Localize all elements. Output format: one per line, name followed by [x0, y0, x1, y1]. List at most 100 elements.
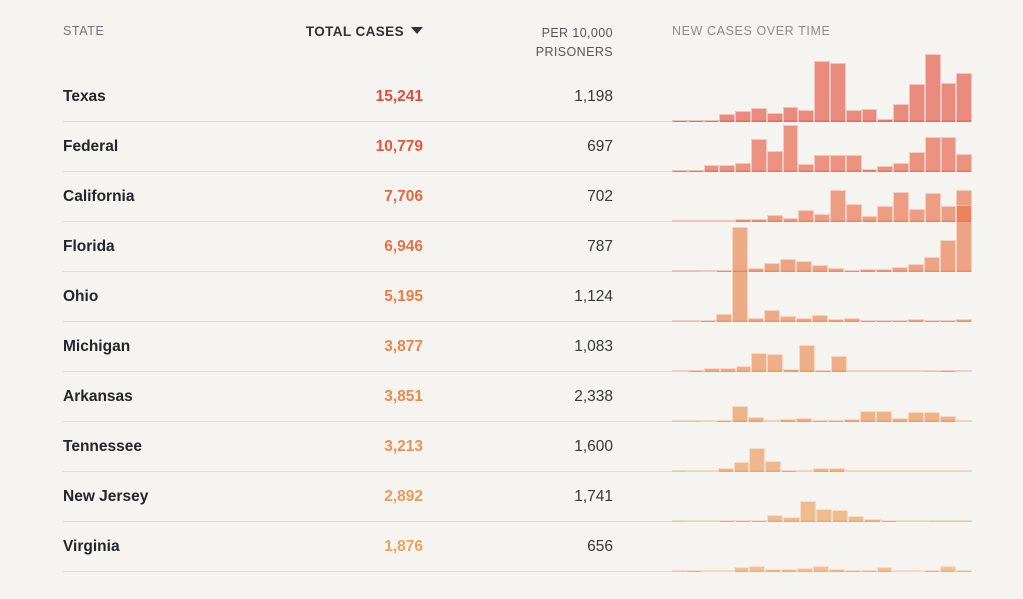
sparkline-bar [940, 416, 956, 422]
sparkline-bar [908, 152, 925, 172]
table-row: Ohio 5,195 1,124 [63, 227, 972, 322]
sparkline [672, 122, 973, 172]
sparkline-bar [940, 566, 957, 572]
sparkline-bar [845, 204, 862, 222]
sparkline-bar [860, 570, 877, 572]
sparkline-bar [845, 110, 862, 122]
sparkline-bar [797, 568, 814, 572]
sparkline-bar [751, 353, 768, 372]
total-cases-value: 3,213 [384, 437, 423, 455]
sparkline-bar [703, 120, 720, 122]
column-header-total-cases[interactable]: TOTAL CASES [273, 24, 423, 39]
sparkline-bar [672, 371, 688, 372]
sparkline-bar [908, 319, 924, 322]
sparkline-bar [685, 570, 702, 572]
sparkline-bar [910, 371, 927, 372]
sparkline-bar [783, 517, 800, 522]
column-header-state[interactable]: STATE [63, 24, 105, 38]
sparkline-bar [908, 209, 925, 222]
sparkline-bar [878, 371, 895, 372]
sparkline-bar [924, 412, 940, 422]
sparkline-bar [717, 468, 734, 472]
state-name: New Jersey [63, 487, 149, 505]
per-10k-value: 702 [587, 187, 613, 205]
sparkline-bars [672, 172, 973, 222]
state-name: Federal [63, 137, 119, 155]
total-cases-value: 5,195 [384, 287, 423, 305]
sparkline-bar [956, 154, 973, 172]
sparkline-bar [702, 521, 719, 522]
sparkline-bar [913, 521, 930, 522]
state-name: Ohio [63, 287, 99, 305]
sparkline-bar [892, 320, 908, 322]
sparkline-bars [672, 422, 972, 472]
sparkline-bar [767, 354, 784, 372]
sparkline-bar [717, 571, 734, 572]
sparkline-bar [829, 190, 846, 222]
sparkline-bar [828, 420, 844, 422]
table-row: Arkansas 3,851 2,338 [63, 372, 972, 422]
sparkline-bar [701, 571, 718, 572]
sparkline-bar [844, 419, 860, 422]
sparkline-bar [796, 318, 812, 322]
column-header-per-10k-prisoners[interactable]: PER 10,000 PRISONERS [423, 24, 613, 62]
total-cases-value: 2,892 [384, 487, 423, 505]
sparkline-bar [896, 521, 914, 522]
sparkline-bar [686, 521, 703, 522]
sparkline-bar [877, 119, 894, 122]
sparkline-bar [860, 320, 876, 322]
total-cases-value: 3,877 [384, 337, 423, 355]
sparkline-bar [876, 471, 893, 472]
sparkline [672, 372, 972, 422]
table-row: Michigan 3,877 1,083 [63, 322, 972, 372]
sparkline-bar [782, 125, 799, 172]
sparkline-bar [781, 470, 798, 472]
sparkline-bar [687, 370, 704, 372]
sparkline-bar [813, 468, 829, 472]
sparkline-bar [846, 371, 863, 372]
sparkline-bar [860, 269, 876, 272]
sparkline-bar [750, 219, 767, 222]
sparkline-bar [812, 315, 828, 322]
sparkline-bar [844, 471, 861, 472]
per-10k-value: 2,338 [574, 387, 613, 405]
sparkline-bar [719, 221, 736, 222]
sparkline-bar [861, 216, 878, 222]
sparkline-bar [828, 569, 845, 572]
total-cases-value: 7,706 [384, 187, 423, 205]
sparkline-bar [781, 569, 798, 572]
sparkline-bar [908, 412, 924, 422]
sparkline-bar [876, 411, 892, 422]
sparkline-bar [672, 170, 688, 172]
sparkline-bar [892, 471, 909, 472]
sparkline-bar [828, 268, 844, 272]
per-10k-value: 1,600 [574, 437, 613, 455]
sparkline-bar [703, 165, 720, 172]
sparkline-bar [765, 569, 782, 572]
sparkline-bar [732, 406, 748, 422]
sparkline-bar [700, 271, 716, 272]
sparkline-bar [735, 366, 752, 372]
sparkline-bar [880, 520, 897, 522]
sparkline-bar [748, 318, 764, 322]
sparkline-bars [672, 522, 972, 572]
sort-descending-triangle-down-icon [411, 27, 423, 34]
sparkline-bar [719, 368, 736, 372]
sparkline-bar [924, 193, 941, 222]
sparkline-bar [783, 369, 800, 372]
sparkline-bar [844, 570, 861, 572]
sparkline-bar [687, 221, 704, 222]
sparkline-bar [701, 471, 718, 472]
total-cases-header-label: TOTAL CASES [305, 24, 404, 39]
sparkline-bar [830, 356, 847, 372]
sparkline-bar [940, 320, 956, 322]
sparkline-bar [828, 319, 844, 322]
sparkline-bar [733, 567, 750, 572]
sparkline-bar [940, 83, 957, 122]
sparkline-bar [799, 501, 816, 522]
sparkline-bar [782, 218, 799, 222]
sparkline-bar [893, 192, 909, 222]
sparkline-bar [940, 240, 956, 272]
state-name: Texas [63, 87, 106, 105]
sparkline [672, 422, 972, 472]
